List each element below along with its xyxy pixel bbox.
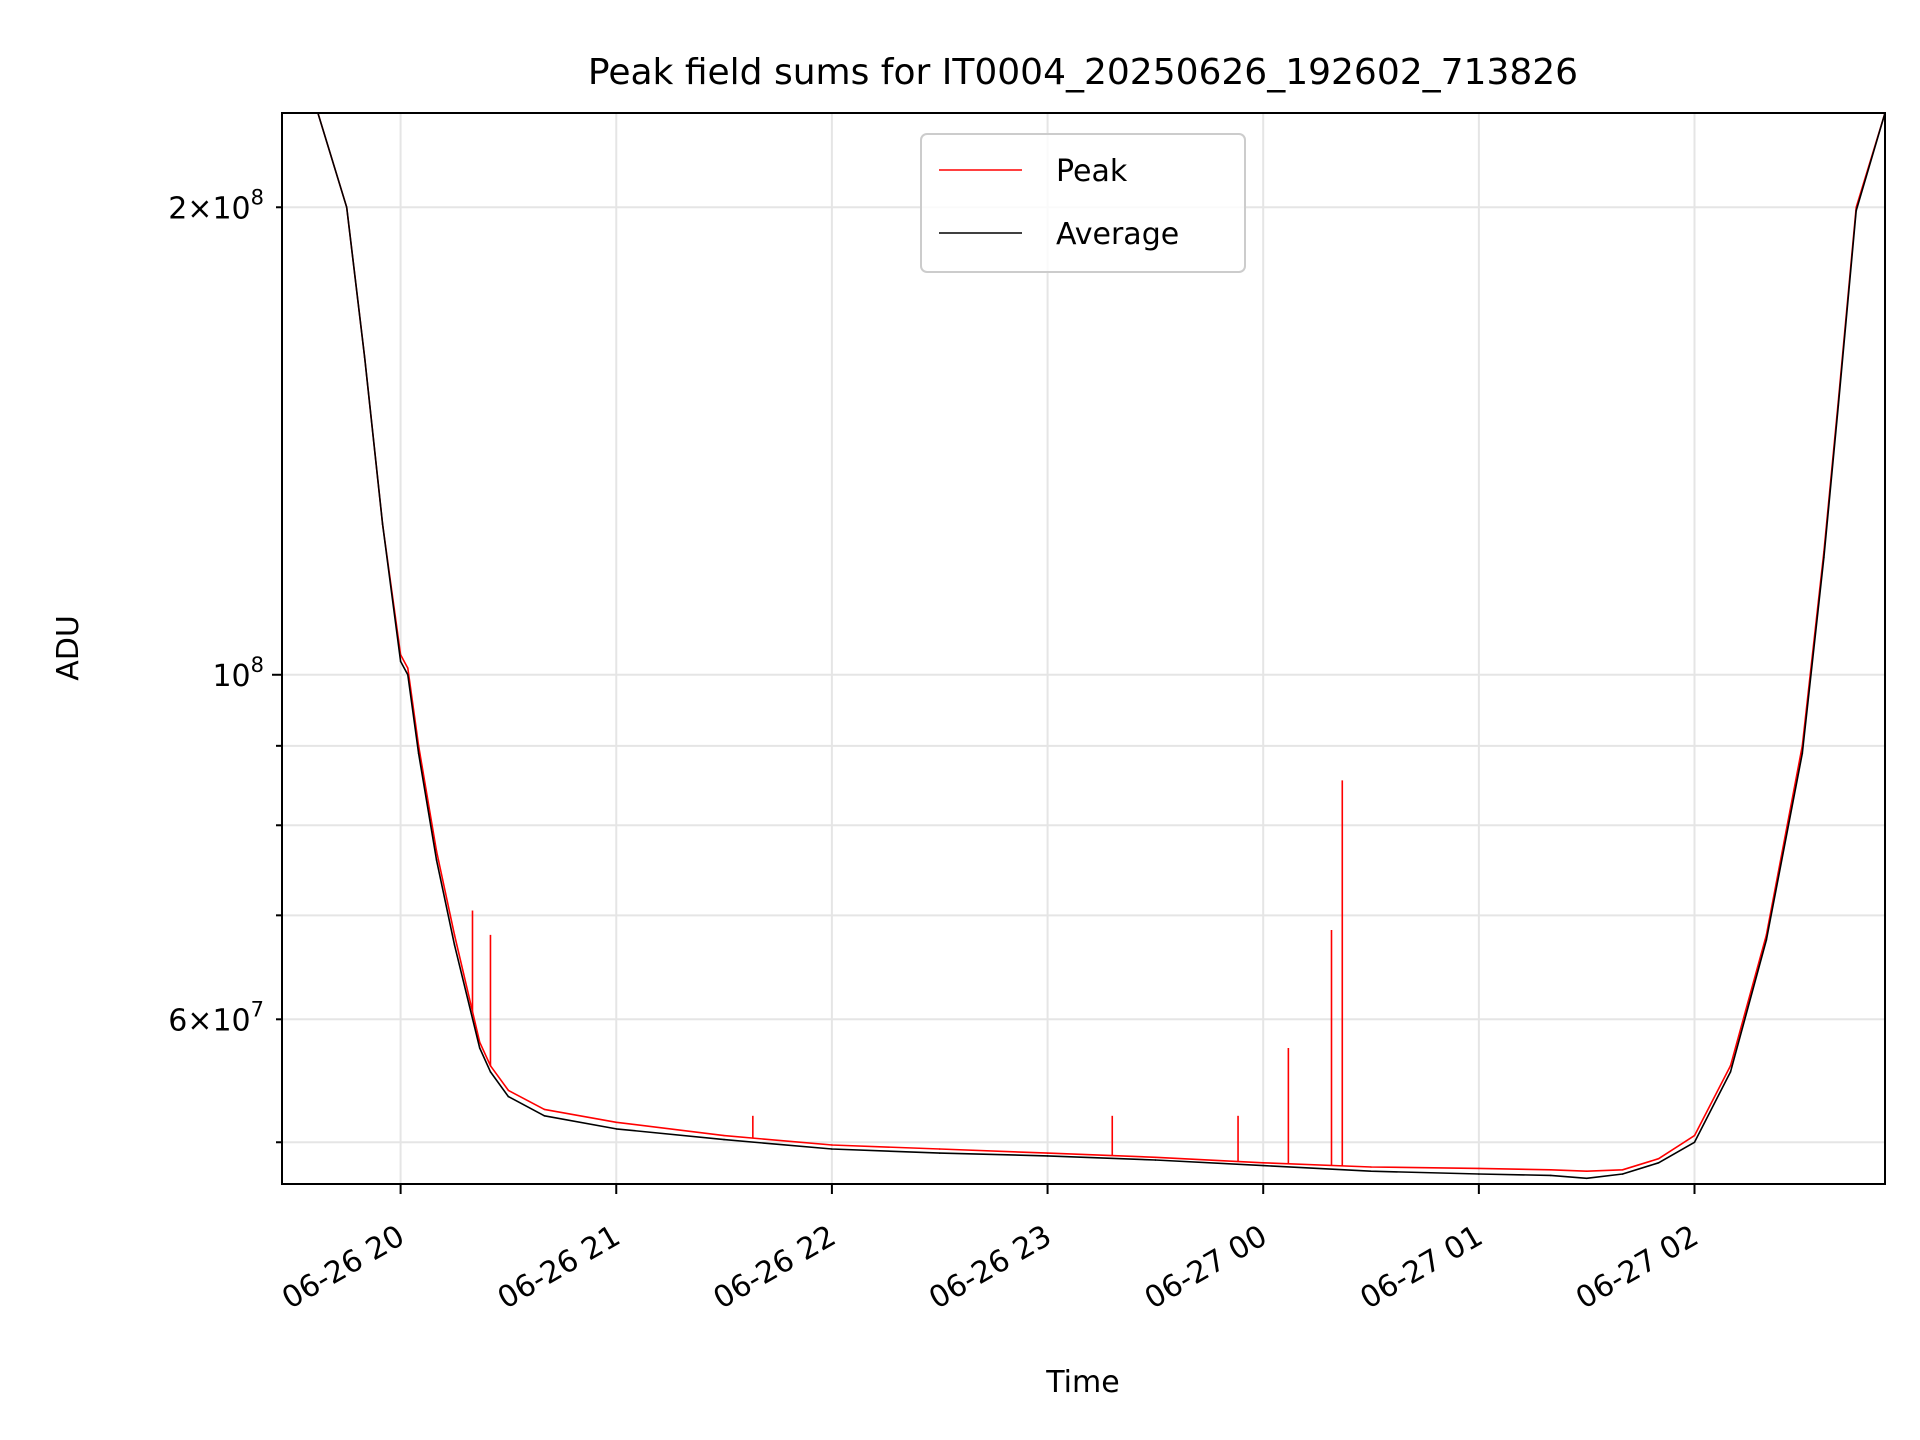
data-point-average [1154,1159,1157,1161]
y-tick-coef: 2 [168,191,187,226]
x-tick-label: 06-26 22 [708,1219,842,1317]
data-point-average [406,673,409,676]
data-point-average [381,523,384,526]
legend: Peak Average [920,133,1246,273]
data-point-average [615,1128,618,1130]
data-point-average [489,1071,492,1073]
data-point-average [1549,1174,1552,1177]
x-tick-label: 06-26 23 [923,1219,1057,1317]
x-tick-label: 06-27 00 [1139,1219,1273,1317]
x-axis: 06-26 20 06-26 21 06-26 22 06-26 23 06-27 00… [276,1184,1705,1317]
data-point-peak [507,1089,510,1092]
y-tick-times: × [187,1003,212,1038]
data-point-peak [615,1121,618,1124]
data-point-average [723,1138,725,1141]
data-point-average [1621,1173,1624,1175]
data-point-average [1855,209,1858,212]
data-point-peak [1262,1162,1265,1164]
data-point-peak [1478,1167,1480,1170]
data-point-average [1370,1170,1372,1173]
x-tick-label: 06-27 01 [1355,1219,1489,1317]
data-point-peak [1585,1170,1588,1173]
data-point-average [1837,405,1840,407]
x-tick-label: 06-26 21 [492,1219,626,1317]
data-point-peak [543,1108,546,1111]
data-point-peak [1657,1157,1660,1160]
data-point-average [1046,1155,1049,1157]
x-axis-label: Time [1045,1365,1119,1400]
data-point-peak [831,1144,833,1146]
data-point-peak [1370,1166,1372,1168]
data-point-average [938,1152,941,1154]
y-tick-label: 2×108 [168,185,264,226]
data-point-average [831,1148,833,1150]
y-tick-base: 10 [212,659,250,694]
data-point-peak [1046,1152,1049,1154]
data-point-average [1585,1177,1588,1180]
data-point-average [478,1047,481,1049]
y-tick-label: 6×107 [168,997,264,1038]
y-tick-base: 10 [212,191,250,226]
legend-label-peak: Peak [1056,154,1128,189]
data-point-average [363,356,366,359]
data-point-average [1765,939,1768,941]
y-tick-exponent: 8 [251,185,264,209]
x-tick-label: 06-27 02 [1570,1219,1704,1317]
data-point-average [507,1095,510,1098]
data-point-peak [1729,1065,1732,1067]
data-point-average [543,1115,546,1117]
data-point-peak [435,850,438,852]
x-tick-label: 06-26 20 [276,1219,410,1317]
plot-frame [281,112,1886,1185]
chart-title: Peak field sums for IT0004_20250626_1926… [588,52,1578,93]
data-point-peak [1154,1156,1157,1159]
legend-box [920,133,1246,273]
data-point-peak [1621,1169,1624,1171]
data-point-average [1478,1173,1480,1175]
data-point-peak [406,667,409,669]
data-point-peak [478,1041,481,1043]
y-tick-coef: 6 [168,1003,187,1038]
y-axis-label: ADU [51,615,86,681]
data-point-average [453,944,456,946]
data-point-peak [453,934,456,936]
y-tick-exponent: 7 [251,997,264,1021]
y-tick-times: × [187,191,212,226]
y-tick-base: 10 [212,1003,250,1038]
data-point-average [417,752,420,755]
data-point-peak [1549,1169,1552,1171]
data-point-average [1693,1141,1696,1144]
grid [282,113,1885,1184]
series-layer [282,113,1885,1180]
data-point-average [399,660,402,663]
data-point-peak [938,1148,941,1150]
data-point-average [1823,556,1825,559]
data-point-peak [1693,1134,1696,1137]
data-point-average [435,859,438,861]
data-point-average [1262,1164,1265,1167]
data-point-average [345,206,348,209]
legend-label-average: Average [1056,217,1179,252]
y-tick-exponent: 8 [251,653,264,677]
data-point-peak [723,1134,725,1137]
data-point-average [1801,752,1804,755]
data-point-average [1729,1071,1732,1073]
y-tick-label: 108 [212,653,264,694]
data-point-average [1657,1162,1660,1164]
